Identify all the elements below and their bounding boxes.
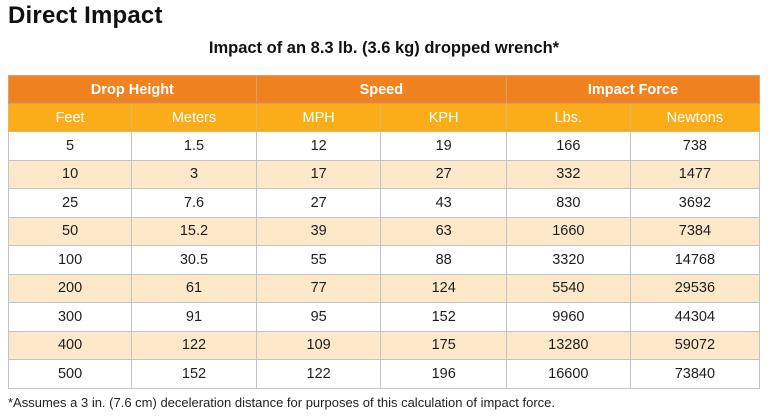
cell-kph: 175 <box>380 330 507 360</box>
cell-lbs: 166 <box>505 131 631 161</box>
cell-feet: 25 <box>7 188 133 218</box>
cell-feet: 100 <box>7 245 133 275</box>
cell-mph: 122 <box>255 359 382 389</box>
cell-mph: 17 <box>255 159 382 189</box>
cell-feet: 500 <box>7 359 133 389</box>
table-row: 5 1.5 12 19 166 738 <box>7 131 761 161</box>
cell-newtons: 1477 <box>629 159 761 189</box>
cell-meters: 3 <box>131 159 257 189</box>
footnote: *Assumes a 3 in. (7.6 cm) deceleration d… <box>8 395 555 410</box>
cell-newtons: 14768 <box>629 245 761 275</box>
table-caption: Impact of an 8.3 lb. (3.6 kg) dropped wr… <box>208 39 560 57</box>
cell-feet: 50 <box>7 216 133 246</box>
cell-lbs: 1660 <box>505 216 631 246</box>
column-header-newtons: Newtons <box>629 103 761 132</box>
cell-newtons: 7384 <box>629 216 761 246</box>
table-row: 300 91 95 152 9960 44304 <box>7 302 761 332</box>
cell-meters: 7.6 <box>131 188 257 218</box>
cell-meters: 61 <box>131 273 257 303</box>
cell-mph: 109 <box>255 330 382 360</box>
cell-newtons: 59072 <box>629 330 761 360</box>
cell-meters: 30.5 <box>131 245 257 275</box>
table-row: 100 30.5 55 88 3320 14768 <box>7 245 761 275</box>
cell-mph: 39 <box>255 216 382 246</box>
column-header-row: Feet Meters MPH KPH Lbs. Newtons <box>7 103 761 132</box>
group-header-drop-height: Drop Height <box>8 75 257 104</box>
cell-mph: 77 <box>255 273 382 303</box>
cell-feet: 400 <box>7 330 133 360</box>
cell-kph: 43 <box>380 188 507 218</box>
cell-mph: 27 <box>255 188 382 218</box>
cell-meters: 1.5 <box>131 131 257 161</box>
group-header-speed: Speed <box>255 75 507 104</box>
table-row: 400 122 109 175 13280 59072 <box>7 330 761 360</box>
table-row: 25 7.6 27 43 830 3692 <box>7 188 761 218</box>
table-row: 500 152 122 196 16600 73840 <box>7 359 761 389</box>
table-body: 5 1.5 12 19 166 738 10 3 17 27 332 1477 … <box>7 131 761 389</box>
cell-lbs: 9960 <box>505 302 631 332</box>
cell-feet: 200 <box>7 273 133 303</box>
cell-kph: 27 <box>380 159 507 189</box>
cell-newtons: 44304 <box>629 302 761 332</box>
cell-lbs: 5540 <box>505 273 631 303</box>
group-header-row: Drop Height Speed Impact Force <box>8 75 761 104</box>
impact-table: Drop Height Speed Impact Force Feet Mete… <box>7 75 761 389</box>
cell-newtons: 738 <box>629 131 761 161</box>
cell-kph: 124 <box>380 273 507 303</box>
cell-kph: 88 <box>380 245 507 275</box>
cell-mph: 95 <box>255 302 382 332</box>
table-row: 50 15.2 39 63 1660 7384 <box>7 216 761 246</box>
cell-mph: 12 <box>255 131 382 161</box>
cell-newtons: 29536 <box>629 273 761 303</box>
cell-mph: 55 <box>255 245 382 275</box>
cell-kph: 152 <box>380 302 507 332</box>
table-row: 200 61 77 124 5540 29536 <box>7 273 761 303</box>
cell-kph: 196 <box>380 359 507 389</box>
cell-meters: 91 <box>131 302 257 332</box>
column-header-feet: Feet <box>7 103 133 132</box>
column-header-mph: MPH <box>255 103 382 132</box>
column-header-kph: KPH <box>380 103 507 132</box>
table-row: 10 3 17 27 332 1477 <box>7 159 761 189</box>
cell-feet: 5 <box>7 131 133 161</box>
cell-newtons: 3692 <box>629 188 761 218</box>
cell-lbs: 13280 <box>505 330 631 360</box>
cell-lbs: 3320 <box>505 245 631 275</box>
cell-feet: 10 <box>7 159 133 189</box>
cell-meters: 15.2 <box>131 216 257 246</box>
cell-lbs: 830 <box>505 188 631 218</box>
cell-kph: 63 <box>380 216 507 246</box>
cell-feet: 300 <box>7 302 133 332</box>
column-header-lbs: Lbs. <box>505 103 631 132</box>
cell-newtons: 73840 <box>629 359 761 389</box>
cell-lbs: 16600 <box>505 359 631 389</box>
cell-kph: 19 <box>380 131 507 161</box>
group-header-impact-force: Impact Force <box>505 75 761 104</box>
cell-meters: 122 <box>131 330 257 360</box>
column-header-meters: Meters <box>131 103 257 132</box>
page-title: Direct Impact <box>8 2 163 29</box>
cell-meters: 152 <box>131 359 257 389</box>
cell-lbs: 332 <box>505 159 631 189</box>
